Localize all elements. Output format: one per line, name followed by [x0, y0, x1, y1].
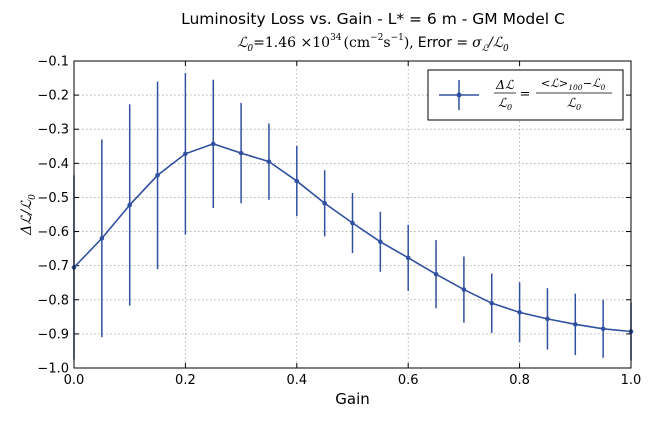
data-point	[210, 141, 216, 147]
data-point	[405, 255, 411, 261]
x-tick-label: 0.6	[398, 373, 419, 388]
data-point	[238, 150, 244, 156]
legend-frac2-num: <ℒ>100−ℒ0	[541, 76, 606, 92]
data-point	[322, 200, 327, 206]
chart-title: Luminosity Loss vs. Gain - L* = 6 m - GM…	[181, 10, 565, 28]
y-tick-label: −0.4	[37, 157, 69, 172]
y-tick-label: −0.8	[37, 293, 69, 308]
legend: Δℒ ℒ0 = <ℒ>100−ℒ0 ℒ0	[427, 69, 624, 121]
x-tick-label: 0.2	[175, 373, 196, 388]
y-tick-label: −0.6	[37, 225, 69, 240]
y-tick-label: −0.9	[37, 327, 69, 342]
data-point	[350, 220, 355, 226]
data-point	[573, 322, 578, 327]
x-axis-label: Gain	[335, 390, 370, 408]
x-axis-ticks: 0.0 0.2 0.4 0.6 0.8 1.0	[64, 61, 642, 388]
x-tick-label: 0.4	[286, 373, 307, 388]
data-point	[461, 287, 467, 292]
x-tick-label: 0.8	[509, 373, 530, 388]
grid-lines	[74, 61, 631, 368]
x-tick-label: 1.0	[621, 373, 642, 388]
y-tick-label: −1.0	[37, 362, 69, 377]
y-tick-label: −0.1	[37, 55, 69, 70]
x-tick-label: 0.0	[64, 373, 85, 388]
data-point	[600, 326, 606, 332]
plot-frame	[73, 60, 632, 369]
data-point	[155, 172, 160, 178]
y-tick-label: −0.3	[37, 123, 69, 138]
y-tick-label: −0.5	[37, 191, 69, 206]
data-point	[517, 310, 522, 315]
data-point	[183, 151, 188, 157]
legend-frac2-den: ℒ0	[567, 95, 581, 112]
legend-marker	[456, 92, 462, 98]
legend-frac1-den: ℒ0	[498, 95, 512, 112]
chart-subtitle: ℒ0=1.46 ×1034 (cm−2s−1), Error = σℒ/ℒ0	[237, 33, 509, 54]
data-point	[99, 236, 105, 241]
data-point	[294, 178, 300, 184]
legend-equals: =	[520, 87, 531, 102]
data-point	[127, 202, 132, 208]
data-point	[545, 316, 550, 322]
y-axis-label: Δℒ/ℒ0	[19, 194, 38, 236]
y-axis-ticks: −0.1 −0.2 −0.3 −0.4 −0.5 −0.6 −0.7 −0.8 −0.9 −1.0	[37, 55, 631, 377]
data-point	[489, 300, 495, 306]
legend-frac1-num: Δℒ	[495, 77, 515, 92]
y-tick-label: −0.7	[37, 259, 69, 274]
y-tick-label: −0.2	[37, 89, 69, 104]
data-point	[433, 271, 439, 277]
data-point	[266, 159, 272, 164]
data-point	[378, 239, 383, 245]
